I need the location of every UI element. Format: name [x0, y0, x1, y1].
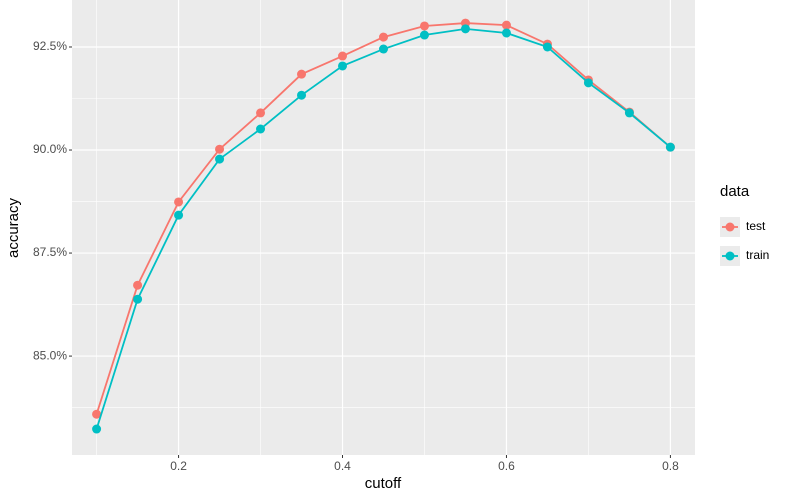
- data-point: [624, 108, 634, 118]
- legend-label: train: [746, 248, 769, 262]
- data-point: [338, 61, 348, 71]
- data-point: [501, 20, 511, 30]
- data-point: [379, 44, 388, 54]
- y-tick-label: 92.5%: [33, 39, 67, 53]
- y-tick-label: 90.0%: [33, 142, 67, 156]
- legend-point: [725, 222, 735, 232]
- data-point: [460, 24, 470, 34]
- data-point: [92, 424, 102, 434]
- x-tick-label: 0.2: [170, 459, 187, 473]
- data-point: [419, 30, 429, 40]
- data-point: [133, 280, 143, 290]
- plot-background: [72, 0, 695, 455]
- data-point: [256, 108, 266, 118]
- x-axis-title: cutoff: [365, 475, 402, 492]
- legend-label: test: [746, 219, 766, 233]
- data-point: [256, 124, 266, 134]
- data-point: [338, 51, 348, 61]
- data-point: [215, 154, 225, 164]
- data-point: [583, 78, 593, 88]
- y-axis-title: accuracy: [5, 197, 22, 258]
- x-tick-label: 0.8: [662, 459, 679, 473]
- data-point: [665, 142, 675, 152]
- y-tick-label: 87.5%: [33, 245, 67, 259]
- data-point: [419, 21, 429, 31]
- x-tick-label: 0.6: [498, 459, 515, 473]
- data-point: [542, 42, 552, 52]
- data-point: [297, 69, 307, 79]
- legend-point: [725, 251, 735, 261]
- data-point: [133, 294, 143, 304]
- x-tick-label: 0.4: [334, 459, 351, 473]
- legend-title: data: [720, 183, 750, 200]
- data-point: [501, 28, 511, 38]
- data-point: [379, 32, 388, 42]
- data-point: [174, 197, 184, 207]
- data-point: [174, 210, 184, 220]
- y-tick-label: 85.0%: [33, 348, 67, 362]
- data-point: [215, 144, 225, 154]
- data-point: [92, 409, 102, 419]
- data-point: [297, 90, 307, 100]
